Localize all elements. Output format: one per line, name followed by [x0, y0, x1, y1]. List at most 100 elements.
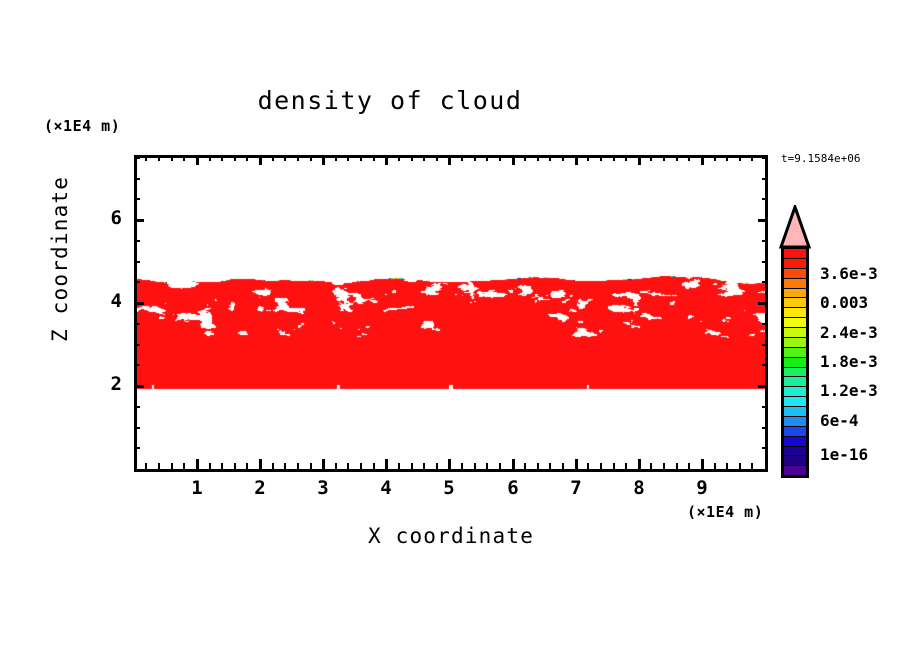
- axis-tick: [134, 219, 144, 222]
- colorbar-band: [784, 268, 806, 279]
- axis-tick: [310, 155, 312, 161]
- colorbar-over-arrow-icon: [778, 205, 812, 249]
- x-tick-label: 8: [633, 477, 645, 499]
- axis-tick: [134, 447, 140, 449]
- x-tick-label: 9: [696, 477, 708, 499]
- axis-tick: [512, 155, 515, 165]
- axis-tick: [145, 463, 147, 469]
- colorbar-band: [784, 288, 806, 299]
- axis-tick: [625, 463, 627, 469]
- axis-tick: [751, 463, 753, 469]
- x-tick-label: 4: [380, 477, 392, 499]
- colorbar-band: [784, 249, 806, 259]
- axis-tick: [650, 463, 652, 469]
- axis-tick: [183, 155, 185, 161]
- axis-tick: [688, 155, 690, 161]
- axis-tick: [196, 459, 199, 469]
- axis-tick: [524, 463, 526, 469]
- axis-tick: [448, 459, 451, 469]
- axis-tick: [272, 155, 274, 161]
- axis-tick: [183, 463, 185, 469]
- axis-tick: [714, 463, 716, 469]
- axis-tick: [762, 406, 768, 408]
- axis-tick: [613, 463, 615, 469]
- axis-tick: [762, 261, 768, 263]
- axis-tick: [171, 155, 173, 161]
- axis-tick: [461, 155, 463, 161]
- colorbar-tick-label: 2.4e-3: [820, 323, 878, 342]
- colorbar-band: [784, 357, 806, 368]
- colorbar-band: [784, 387, 806, 398]
- colorbar-tick-label: 3.6e-3: [820, 264, 878, 283]
- axis-tick: [537, 463, 539, 469]
- plot-area: [134, 155, 768, 472]
- colorbar-band: [784, 278, 806, 289]
- axis-tick: [134, 344, 140, 346]
- axis-tick: [373, 463, 375, 469]
- axis-tick: [537, 155, 539, 161]
- colorbar-band: [784, 258, 806, 269]
- colorbar-tick-label: 1.8e-3: [820, 352, 878, 371]
- axis-tick: [272, 463, 274, 469]
- axis-tick: [360, 463, 362, 469]
- axis-tick: [474, 463, 476, 469]
- colorbar-tick-label: 1.2e-3: [820, 381, 878, 400]
- x-axis-unit-label: (×1E4 m): [687, 503, 764, 521]
- axis-tick: [134, 323, 140, 325]
- colorbar-band: [784, 377, 806, 388]
- axis-tick: [688, 463, 690, 469]
- axis-tick: [762, 323, 768, 325]
- axis-tick: [246, 155, 248, 161]
- x-tick-label: 6: [507, 477, 519, 499]
- axis-tick: [221, 155, 223, 161]
- axis-tick: [625, 155, 627, 161]
- colorbar-band: [784, 298, 806, 309]
- colorbar-band: [784, 367, 806, 378]
- y-tick-label: 4: [110, 290, 122, 312]
- axis-tick: [726, 463, 728, 469]
- axis-tick: [134, 261, 140, 263]
- y-tick-label: 6: [110, 207, 122, 229]
- axis-tick: [762, 281, 768, 283]
- axis-tick: [726, 155, 728, 161]
- axis-tick: [587, 155, 589, 161]
- axis-tick: [436, 155, 438, 161]
- axis-tick: [158, 463, 160, 469]
- axis-tick: [486, 155, 488, 161]
- colorbar-tick-label: 6e-4: [820, 411, 859, 430]
- axis-tick: [246, 463, 248, 469]
- axis-tick: [134, 198, 140, 200]
- colorbar-tick-label: 1e-16: [820, 445, 869, 464]
- axis-tick: [297, 155, 299, 161]
- axis-tick: [347, 155, 349, 161]
- axis-tick: [613, 155, 615, 161]
- colorbar-band: [784, 318, 806, 328]
- x-tick-label: 5: [443, 477, 455, 499]
- axis-tick: [411, 155, 413, 161]
- axis-tick: [762, 157, 768, 159]
- axis-tick: [284, 463, 286, 469]
- axis-tick: [587, 463, 589, 469]
- colorbar-tick-label: 0.003: [820, 293, 869, 312]
- axis-tick: [762, 364, 768, 366]
- axis-tick: [423, 155, 425, 161]
- colorbar-band: [784, 328, 806, 338]
- colorbar-band: [784, 337, 806, 348]
- axis-tick: [134, 281, 140, 283]
- axis-tick: [486, 463, 488, 469]
- axis-tick: [171, 463, 173, 469]
- axis-tick: [335, 155, 337, 161]
- axis-tick: [650, 155, 652, 161]
- axis-tick: [436, 463, 438, 469]
- axis-tick: [385, 155, 388, 165]
- axis-tick: [701, 459, 704, 469]
- axis-tick: [134, 240, 140, 242]
- axis-tick: [347, 463, 349, 469]
- axis-tick: [196, 155, 199, 165]
- colorbar-band: [784, 426, 806, 437]
- axis-tick: [562, 155, 564, 161]
- x-tick-label: 7: [570, 477, 582, 499]
- axis-tick: [575, 459, 578, 469]
- x-tick-label: 2: [254, 477, 266, 499]
